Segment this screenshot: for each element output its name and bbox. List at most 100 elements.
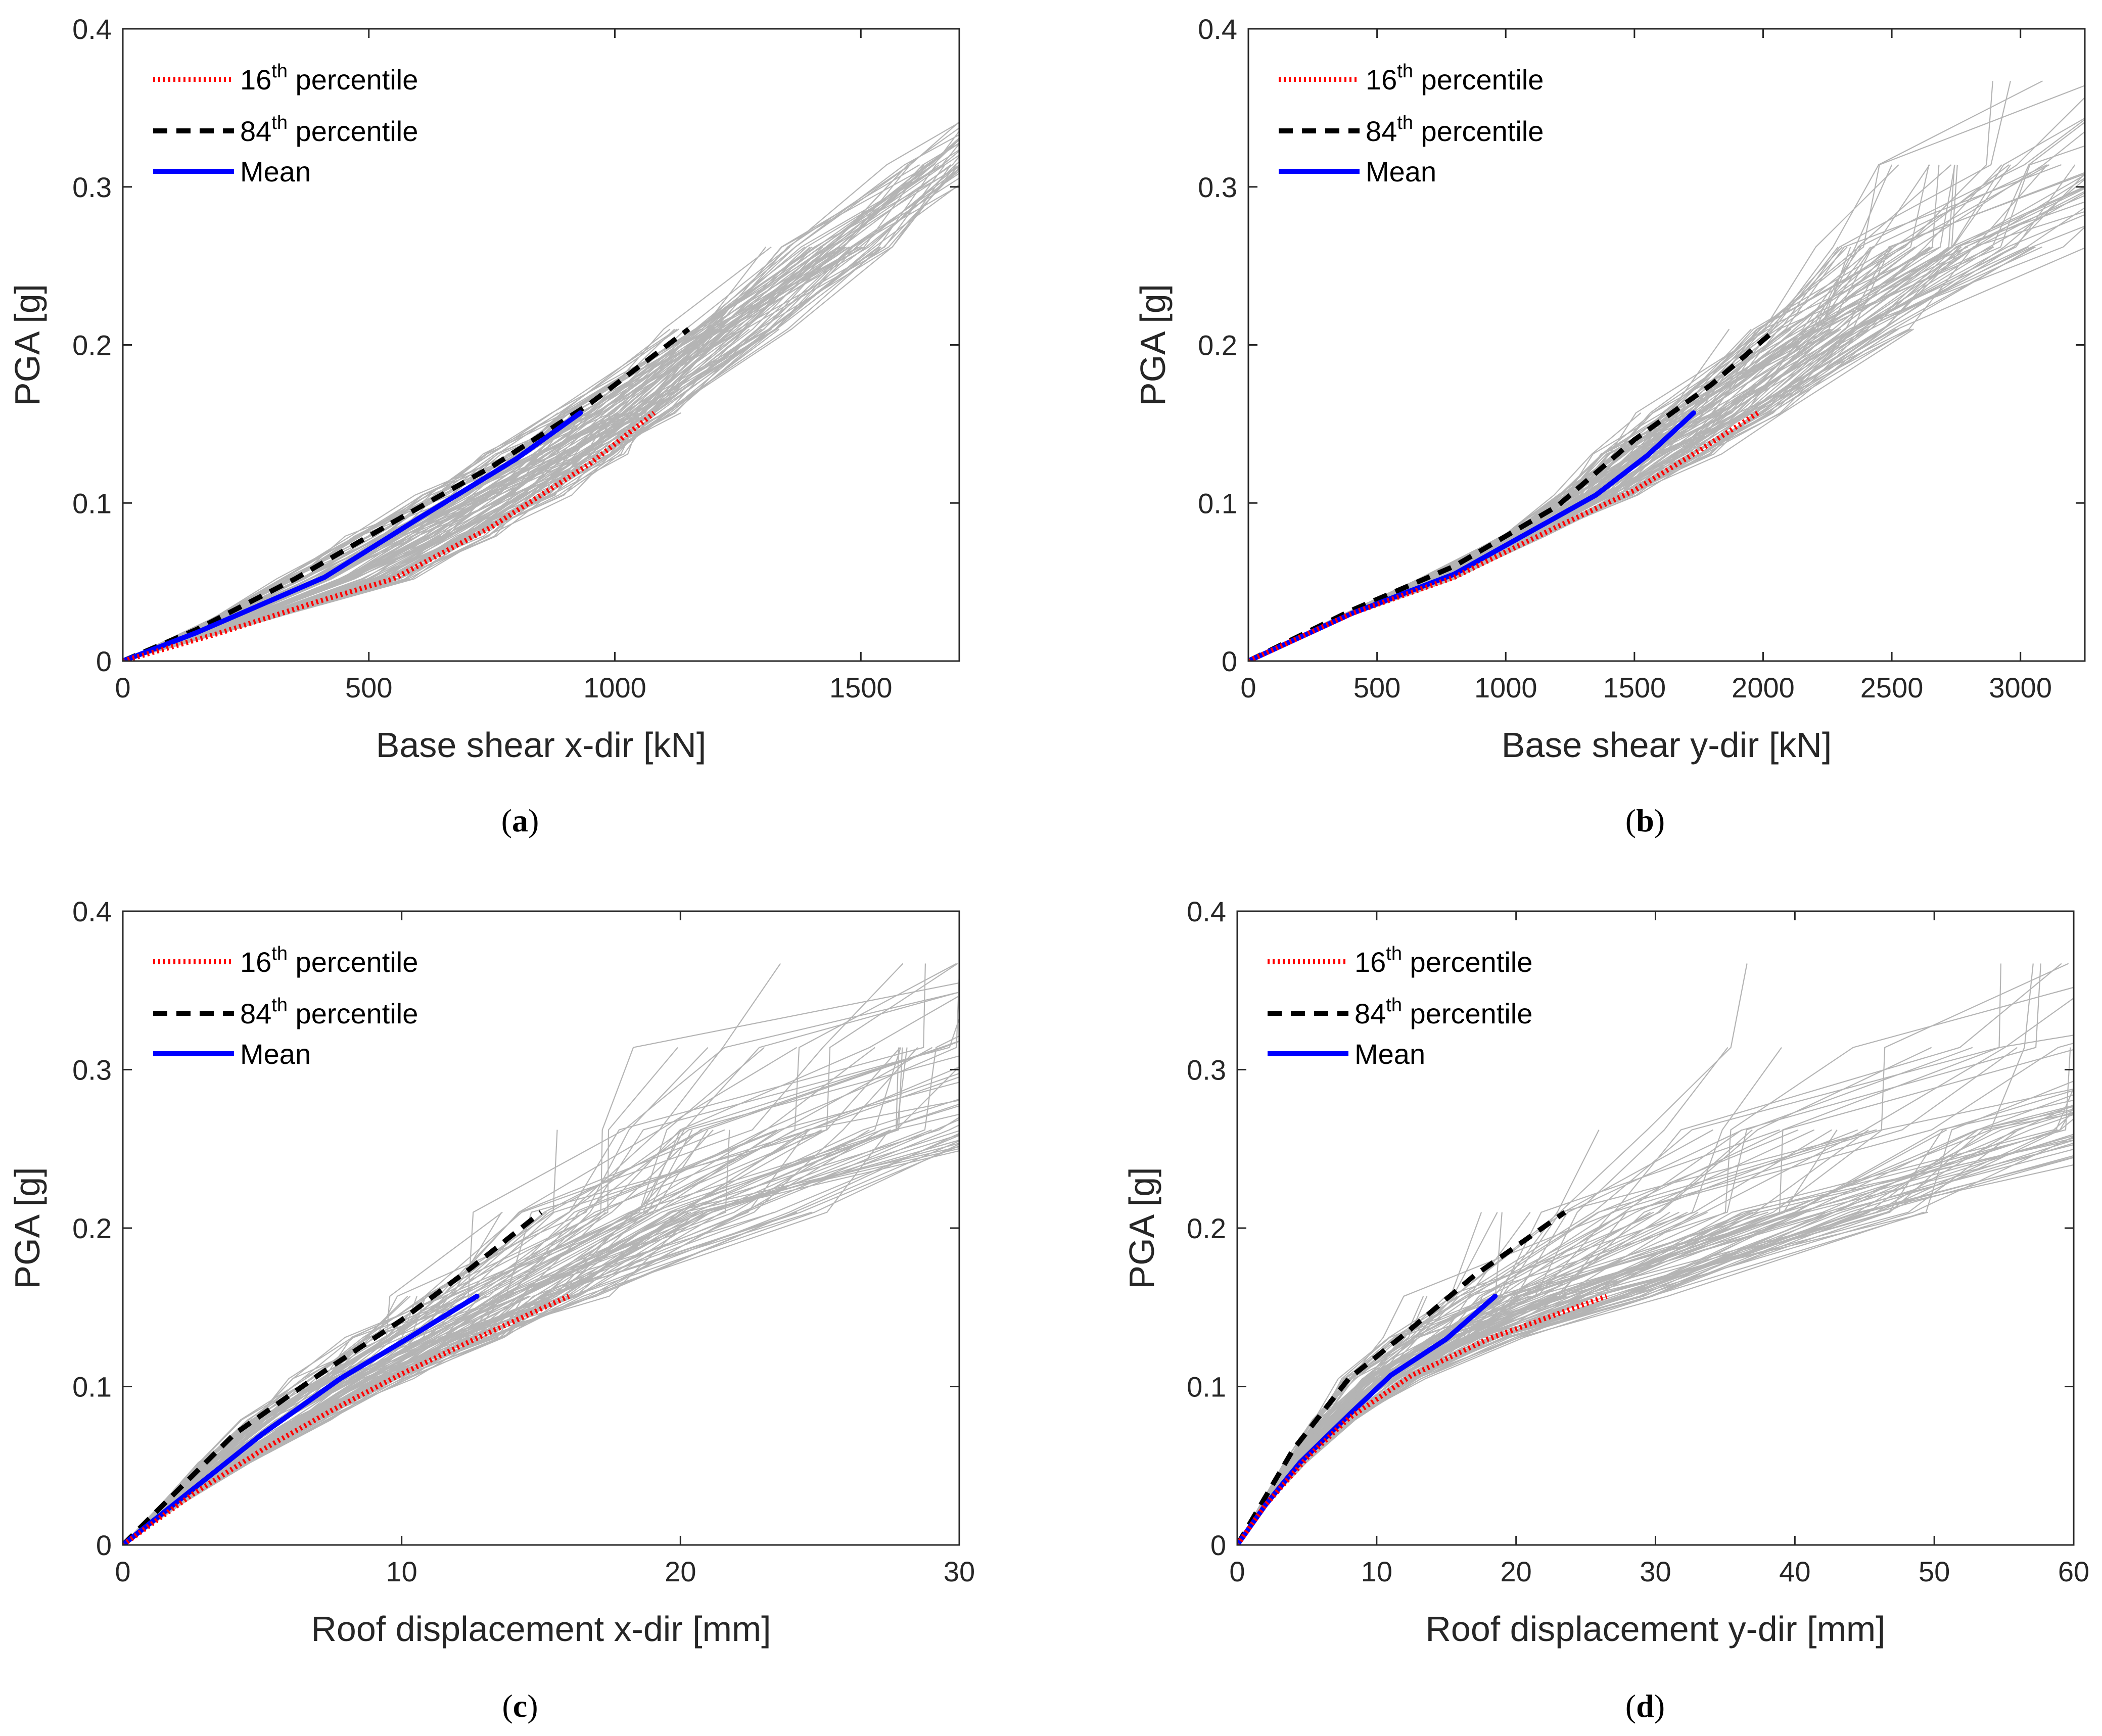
y-tick-label: 0 [1222,645,1237,677]
series-lines [123,327,690,661]
x-tick-label: 50 [1919,1556,1950,1587]
panel-caption: (d) [1625,1688,1665,1724]
x-tick-label: 1000 [583,672,646,703]
series-line-mean [1237,1293,1498,1545]
y-tick-label: 0.4 [1187,896,1226,927]
x-tick-label: 20 [665,1556,696,1587]
x-tick-label: 30 [944,1556,975,1587]
y-tick-label: 0.3 [72,171,112,203]
x-axis-label: Roof displacement x-dir [mm] [311,1609,771,1649]
series-lines [123,1210,570,1545]
legend-label-p16: 16th percentile [1366,61,1544,96]
panel-caption: (a) [501,803,539,838]
legend-label-p16: 16th percentile [1354,943,1532,978]
plot-area [1237,911,2074,1545]
x-tick-label: 40 [1779,1556,1810,1587]
series-lines [1248,327,1778,661]
x-tick-label: 60 [2058,1556,2089,1587]
x-tick-label: 0 [115,1556,130,1587]
legend-label-p84: 84th percentile [1354,995,1532,1029]
legend-label-p84: 84th percentile [240,995,418,1029]
record-curve [123,329,702,661]
x-tick-label: 10 [386,1556,417,1587]
y-tick-label: 0.3 [72,1054,112,1086]
record-curve [123,164,945,661]
legend-label-mean: Mean [240,1038,311,1070]
series-line-p84 [123,327,690,661]
plot-area [123,29,959,661]
series-line-mean [1248,410,1696,661]
x-tick-label: 3000 [1989,672,2052,703]
x-tick-label: 1500 [1603,672,1666,703]
y-tick-label: 0.1 [1198,487,1237,519]
x-axis-label: Base shear x-dir [kN] [376,725,707,765]
y-tick-label: 0.4 [1198,13,1237,45]
y-tick-label: 0.4 [72,13,112,45]
y-axis-label: PGA [g] [1133,284,1173,406]
legend: 16th percentile 84th percentile Mean [153,943,418,1070]
y-tick-label: 0 [96,645,112,677]
series-line-p84 [123,1210,543,1545]
y-tick-label: 0.2 [72,1212,112,1244]
series-line-p84 [1248,327,1778,661]
x-tick-label: 500 [1353,672,1400,703]
panel-d: 0 10 20 30 40 50 60 0 0.1 0.2 0.3 0.4 Roof displacem… [1122,896,2089,1724]
legend-label-p16: 16th percentile [240,943,418,978]
record-curve [123,1211,503,1545]
series-line-p16 [123,1294,570,1545]
series-line-p84 [1237,1210,1567,1545]
x-tick-label: 500 [345,672,392,703]
record-curve [123,167,959,661]
series-lines [1237,1210,1608,1545]
series-line-mean [123,410,583,661]
x-axis-label: Base shear y-dir [kN] [1502,725,1832,765]
legend-label-p84: 84th percentile [240,112,418,147]
y-tick-label: 0.3 [1187,1054,1226,1086]
y-tick-label: 0.3 [1198,171,1237,203]
y-axis-label: PGA [g] [1122,1167,1161,1289]
x-tick-label: 1000 [1474,672,1537,703]
record-curve [123,412,559,661]
y-tick-label: 0.2 [72,330,112,361]
series-line-p16 [1237,1294,1608,1545]
x-tick-label: 0 [1240,672,1256,703]
legend: 16th percentile 84th percentile Mean [1268,943,1532,1070]
y-axis-label: PGA [g] [8,284,47,406]
record-curve [123,1047,900,1545]
y-tick-label: 0.2 [1198,330,1237,361]
record-curve [123,329,718,661]
record-curve [1237,987,2074,1545]
y-tick-label: 0.1 [1187,1371,1226,1403]
x-tick-label: 0 [1229,1556,1245,1587]
x-axis-label: Roof displacement y-dir [mm] [1425,1609,1885,1649]
panel-caption: (c) [502,1688,538,1724]
panel-caption: (b) [1625,803,1665,838]
record-curve [1248,80,2011,661]
legend-label-mean: Mean [1366,156,1436,187]
record-curve [123,184,959,661]
y-tick-label: 0 [96,1529,112,1561]
y-tick-label: 0.1 [72,1371,112,1403]
series-line-p16 [123,411,656,661]
panel-c: 0 10 20 30 0 0.1 0.2 0.3 0.4 Roof displacement x-… [8,896,975,1724]
record-curve [123,164,940,661]
plot-area [1248,29,2085,661]
y-axis-label: PGA [g] [8,1167,47,1289]
x-tick-label: 0 [115,672,130,703]
record-curve [123,991,959,1545]
x-tick-label: 1500 [829,672,893,703]
panel-b: 0 500 1000 1500 2000 2500 3000 0 0.1 0.2 0.3 0.4 Bas… [1133,13,2086,838]
y-tick-label: 0.2 [1187,1212,1226,1244]
series-line-mean [123,1293,480,1545]
panel-a: 0 500 1000 1500 0 0.1 0.2 0.3 0.4 Base shear x-di… [8,13,960,838]
y-tick-label: 0.4 [72,896,112,927]
legend: 16th percentile 84th percentile Mean [153,61,418,187]
record-curve [123,166,959,661]
record-curve [123,329,678,661]
record-curve [123,177,959,661]
legend-label-mean: Mean [240,156,311,187]
legend: 16th percentile 84th percentile Mean [1279,61,1544,187]
x-tick-label: 10 [1361,1556,1392,1587]
legend-label-p84: 84th percentile [1366,112,1544,147]
